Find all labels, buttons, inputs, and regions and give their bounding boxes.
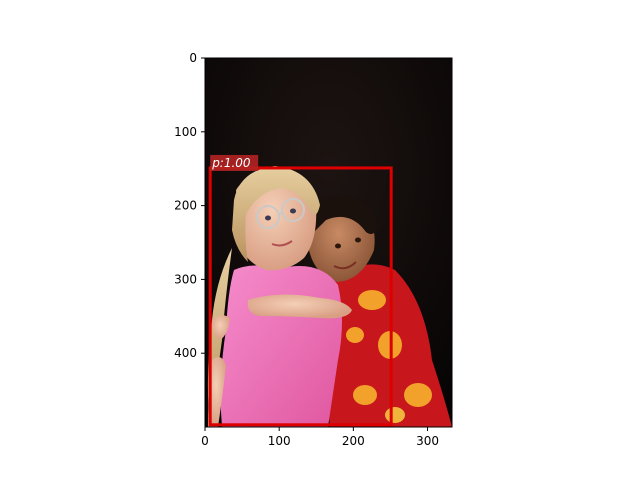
detection-label-bg xyxy=(210,154,259,171)
detection-box xyxy=(208,166,393,427)
y-tick-label: 300 xyxy=(174,272,197,286)
detections-layer: p:1.00 xyxy=(208,154,393,427)
detection-label: p:1.00 xyxy=(211,156,251,170)
y-tick-label: 400 xyxy=(174,346,197,360)
photo-image xyxy=(205,58,452,427)
axes-frame xyxy=(204,57,453,428)
x-tick-label: 200 xyxy=(342,434,365,448)
y-axis: 0 100 200 300 400 xyxy=(174,51,205,360)
child-left xyxy=(207,166,352,427)
x-tick-label: 300 xyxy=(416,434,439,448)
x-tick-label: 100 xyxy=(268,434,291,448)
y-tick-label: 200 xyxy=(174,199,197,213)
x-tick-label: 0 xyxy=(201,434,209,448)
y-tick-label: 0 xyxy=(189,51,197,65)
y-tick-label: 100 xyxy=(174,125,197,139)
axes: 0 100 200 300 0 100 200 300 400 xyxy=(174,51,453,448)
x-axis: 0 100 200 300 xyxy=(201,427,439,448)
